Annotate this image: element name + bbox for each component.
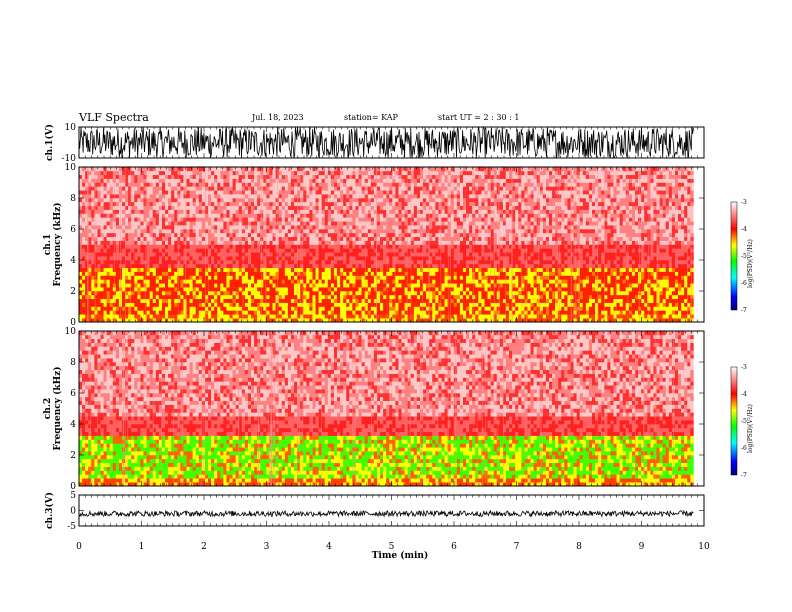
ch2-colorbar-ramp bbox=[730, 366, 738, 476]
ch3-waveform-panel: 50-5ch.3(V)0 1 2 3 4 5 6 7 8 9 10 bbox=[44, 491, 710, 552]
ch2-cb-tick-m5: -5 bbox=[741, 418, 747, 425]
ch1-spectrogram-ytick-4: 8 bbox=[70, 194, 76, 204]
ch1-waveform-trace bbox=[78, 126, 694, 159]
ch1-cb-tick-m5: -5 bbox=[741, 253, 747, 260]
ch1-waveform-ytick-1: -10 bbox=[62, 154, 77, 164]
ch2-spectrogram-ytick-4: 8 bbox=[70, 358, 76, 368]
ch2-cb-tick-m4: -4 bbox=[741, 391, 747, 398]
ch3-waveform-ytick-2: -5 bbox=[67, 522, 76, 532]
ch3-waveform-trace bbox=[78, 509, 694, 518]
x-tick-10: 10 bbox=[698, 542, 710, 552]
ch2-spectrogram-cells bbox=[78, 331, 694, 487]
x-tick-6: 6 bbox=[451, 542, 457, 552]
x-tick-4: 4 bbox=[326, 542, 332, 552]
ch1-spectrogram-panel: 0 2 4 6 8 10 ch.1 Frequency (kHz) bbox=[43, 163, 705, 328]
ch1-spectrogram-ytick-3: 6 bbox=[70, 225, 76, 235]
ch2-spectrogram-ytick-5: 10 bbox=[65, 327, 77, 337]
ch1-spectrogram-ylabel-0: ch.1 bbox=[43, 234, 53, 255]
ch2-spectrogram-ytick-1: 2 bbox=[70, 451, 76, 461]
ch2-spectrogram-ylabel-0: ch.2 bbox=[43, 398, 53, 419]
ch2-spectrogram-ylabel-1: Frequency (kHz) bbox=[52, 366, 63, 450]
ch1-spectrogram-ylabel-1: Frequency (kHz) bbox=[52, 202, 63, 286]
ch1-colorbar-ramp bbox=[730, 201, 738, 311]
x-axis-title: Time (min) bbox=[372, 550, 429, 561]
ch1-colorbar: -3 -4 -5 -6 -7 log(PSD)(V²/Hz) bbox=[730, 199, 754, 314]
ch1-waveform-panel: 10 -10 ch.1(V) bbox=[44, 123, 705, 164]
ch1-waveform-ytick-0: 10 bbox=[65, 123, 77, 133]
ch2-cb-tick-m3: -3 bbox=[741, 364, 747, 371]
ch1-spectrogram-ytick-2: 4 bbox=[70, 256, 76, 266]
date-label: Jul. 18, 2023 bbox=[252, 113, 304, 122]
x-tick-9: 9 bbox=[639, 542, 645, 552]
ch1-cb-tick-m3: -3 bbox=[741, 199, 747, 206]
ch2-spectrogram-ytick-2: 4 bbox=[70, 420, 76, 430]
ch1-spectrogram-ytick-1: 2 bbox=[70, 287, 76, 297]
ch2-cb-tick-m7: -7 bbox=[741, 472, 747, 479]
ch3-waveform-ytick-1: 0 bbox=[70, 507, 76, 517]
ch1-spectrogram-ytick-0: 0 bbox=[70, 318, 76, 328]
x-tick-0: 0 bbox=[76, 542, 82, 552]
ch1-spectrogram-cells bbox=[79, 167, 694, 323]
ch2-spectrogram-ytick-3: 6 bbox=[70, 389, 76, 399]
ch1-waveform-ylabel-0: ch.1(V) bbox=[44, 124, 55, 161]
ch2-colorbar: -3 -4 -5 -6 -7 log(PSD)(V²/Hz) bbox=[730, 364, 754, 479]
x-tick-1: 1 bbox=[139, 542, 145, 552]
ch2-colorbar-label: log(PSD)(V²/Hz) bbox=[747, 404, 754, 453]
ch1-spectrogram-ytick-5: 10 bbox=[65, 163, 77, 173]
ch2-spectrogram-panel: 0 2 4 6 8 10 ch.2 Frequency (kHz) bbox=[43, 327, 705, 492]
ch3-waveform-ytick-0: 5 bbox=[70, 491, 76, 501]
x-tick-3: 3 bbox=[264, 542, 270, 552]
station-label: station= KAP bbox=[344, 113, 398, 122]
x-tick-2: 2 bbox=[201, 542, 207, 552]
ch1-cb-tick-m6: -6 bbox=[741, 280, 747, 287]
ch1-cb-tick-m7: -7 bbox=[741, 307, 747, 314]
ch1-cb-tick-m4: -4 bbox=[741, 226, 747, 233]
ch3-waveform-ylabel-0: ch.3(V) bbox=[44, 492, 55, 529]
ch2-spectrogram-ytick-0: 0 bbox=[70, 482, 76, 492]
x-tick-8: 8 bbox=[576, 542, 582, 552]
x-tick-7: 7 bbox=[514, 542, 520, 552]
start-ut-label: start UT = 2 : 30 : 1 bbox=[438, 113, 520, 122]
x-tick-5: 5 bbox=[389, 542, 395, 552]
ch1-colorbar-label: log(PSD)(V²/Hz) bbox=[747, 239, 754, 288]
ch2-cb-tick-m6: -6 bbox=[741, 445, 747, 452]
chart-title: VLF Spectra bbox=[79, 111, 149, 124]
